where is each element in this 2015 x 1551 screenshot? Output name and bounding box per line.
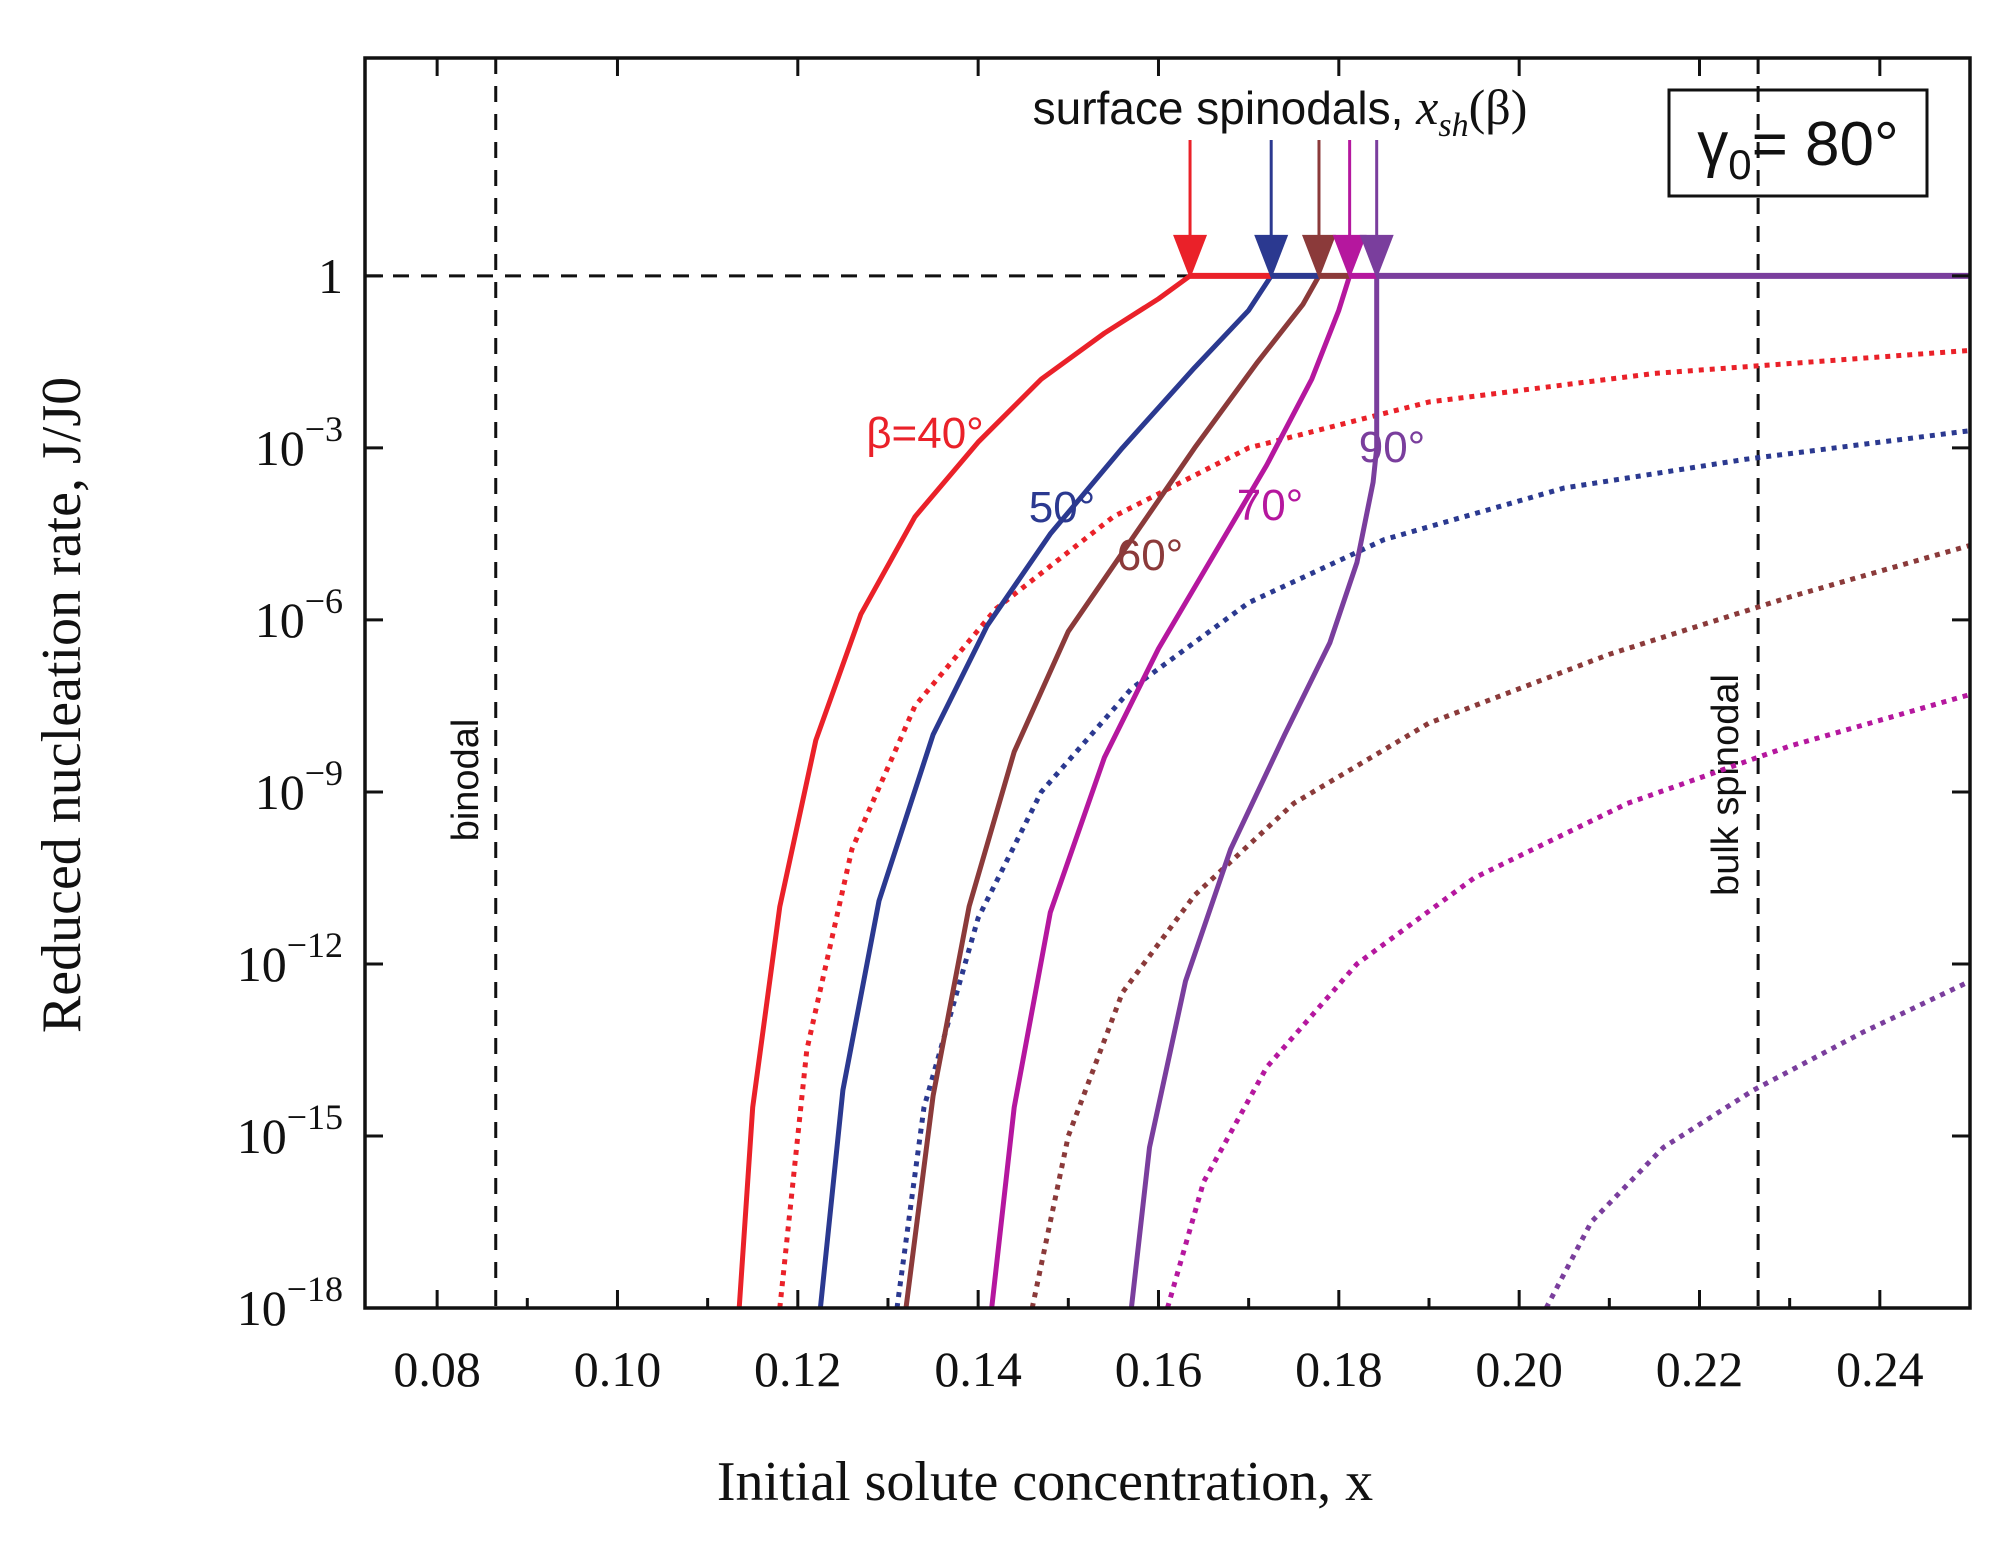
curves-group [736,272,1970,1308]
x-tick-label: 0.24 [1836,1341,1924,1397]
y-tick-label: 10−6 [255,581,343,648]
gamma-inset: γ0= 80° [1667,88,1929,198]
gamma-inset-frame [1667,88,1929,198]
y-axis-title: Reduced nucleation rate, J/J0 [31,377,93,1033]
y-tick-base: 10 [237,936,287,992]
surface-spinodals-prefix: surface spinodals, [1033,82,1417,134]
y-tick-exponent: −12 [287,925,343,965]
spinodal-arrow-head-70 [1332,234,1367,279]
x-sh-symbol: x [1415,79,1438,135]
y-tick-exponent: −9 [305,753,343,793]
x-axis-title-text: Initial solute concentration, x [717,1451,1373,1513]
y-tick-exponent: −6 [305,581,343,621]
spinodal-arrow-head-90 [1359,234,1394,279]
y-tick-label: 10−3 [255,409,343,476]
y-tick-label: 10−9 [255,753,343,820]
x-tick-label: 0.16 [1115,1341,1203,1397]
spinodal-arrow-head-40 [1173,234,1208,279]
y-tick-base: 10 [237,1280,287,1336]
x-sh-subscript: sh [1438,107,1468,144]
y-tick-base: 10 [237,1108,287,1164]
beta-argument: (β) [1469,79,1528,135]
curve-label-60: 60° [1117,531,1184,580]
binodal-label: binodal [445,719,487,842]
x-tick-label: 0.12 [754,1341,842,1397]
plot-frame [363,56,1972,1310]
x-tick-label: 0.08 [393,1341,481,1397]
bulk-spinodal-label: bulk spinodal [1705,674,1747,896]
curve-label-70: 70° [1237,481,1304,530]
solid-curve-40 [736,273,1970,1308]
y-tick-base: 1 [318,248,343,304]
gamma-equation: = 80° [1752,110,1899,179]
gamma-subscript: 0 [1728,141,1751,188]
solid-curve-70 [989,275,1352,1308]
surface-spinodals-label: surface spinodals, xsh(β) [1033,79,1528,144]
y-axis-title-text: Reduced nucleation rate, J/J0 [31,377,93,1033]
x-tick-label: 0.18 [1295,1341,1383,1397]
bulk-spinodal-label-text: bulk spinodal [1705,674,1747,896]
x-tick-label: 0.10 [574,1341,662,1397]
solid-curve-60 [903,274,1322,1308]
y-tick-exponent: −18 [287,1269,343,1309]
x-axis-title: Initial solute concentration, x [717,1451,1373,1513]
x-tick-label: 0.20 [1475,1341,1563,1397]
plot-layer: 0.08 0.10 0.12 0.14 0.16 0.18 0.20 0.22 0.24110−… [237,56,1972,1397]
y-tick-base: 10 [255,592,305,648]
dotted-curve-90 [1543,978,1970,1308]
dotted-curve-60 [1029,542,1970,1308]
y-tick-label: 10−12 [237,925,343,992]
y-tick-base: 10 [255,764,305,820]
spinodal-arrow-head-50 [1254,234,1289,279]
dotted-curve-70 [1165,692,1970,1308]
y-tick-exponent: −15 [287,1097,343,1137]
x-tick-label: 0.14 [934,1341,1022,1397]
curve-label-40: β=40° [866,409,984,458]
binodal-label-text: binodal [445,719,487,842]
y-tick-label: 1 [318,248,343,304]
curve-label-90: 90° [1359,423,1426,472]
y-tick-base: 10 [255,420,305,476]
solid-curve-90 [1128,275,1380,1308]
solid-curve-50 [817,274,1274,1308]
spinodal-arrow-head-60 [1301,234,1336,279]
x-tick-label: 0.22 [1656,1341,1744,1397]
dotted-curve-40 [777,347,1970,1308]
gamma-symbol: γ [1697,110,1728,179]
y-tick-exponent: −3 [305,409,343,449]
y-tick-label: 10−15 [237,1097,343,1164]
y-tick-label: 10−18 [237,1269,343,1336]
gamma-inset-text: γ0= 80° [1697,110,1899,188]
